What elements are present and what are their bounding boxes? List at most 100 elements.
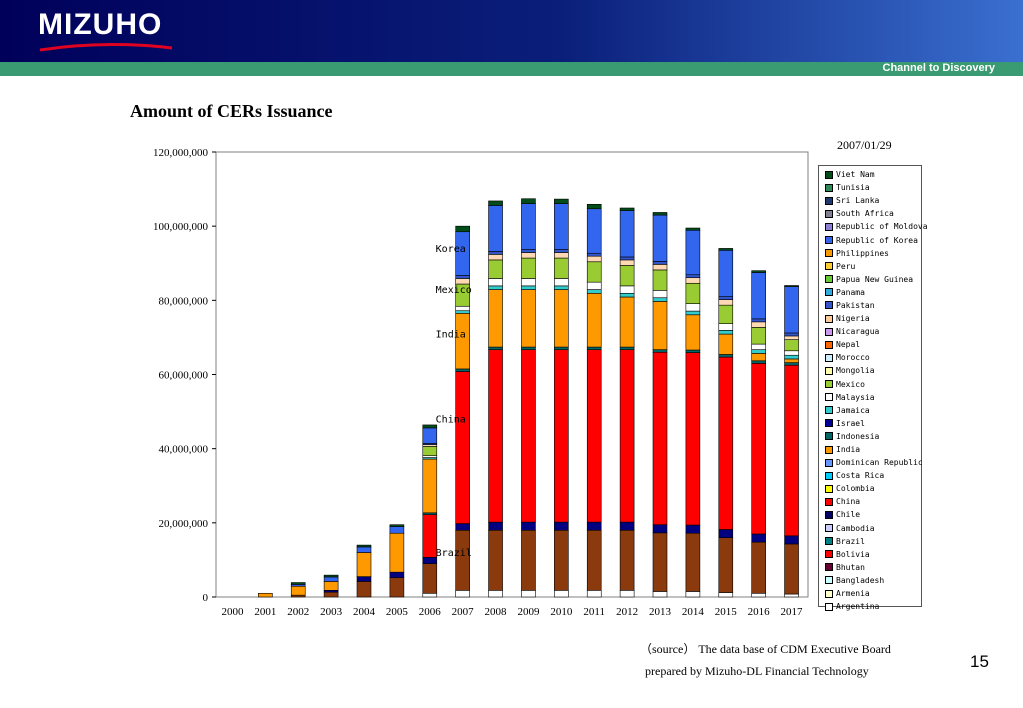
legend-item: Israel — [819, 417, 921, 430]
bar-segment — [488, 349, 503, 523]
bar-segment — [619, 590, 635, 598]
legend-label: Bolivia — [836, 549, 870, 559]
bar-segment — [488, 205, 503, 252]
x-tick-label: 2016 — [748, 606, 771, 618]
bar-segment — [751, 363, 766, 535]
legend-item: Philippines — [819, 247, 921, 260]
bar-segment — [422, 446, 438, 457]
legend-item: South Africa — [819, 207, 921, 220]
tagline: Channel to Discovery — [882, 62, 995, 74]
legend-swatch — [825, 524, 833, 533]
legend-swatch — [825, 236, 833, 245]
bar-segment — [521, 198, 536, 204]
bar-segment — [554, 257, 569, 279]
bar-segment — [751, 360, 766, 364]
bar-segment — [586, 349, 602, 523]
annotation-label: Brazil — [436, 548, 472, 559]
legend-swatch — [825, 353, 833, 362]
bar-segment — [619, 207, 635, 211]
bar-segment — [685, 227, 701, 231]
bar-segment — [389, 524, 405, 527]
bar-segment — [652, 532, 668, 592]
bar-segment — [751, 318, 766, 323]
legend-item: Indonesia — [819, 430, 921, 443]
y-tick-label: 0 — [203, 592, 209, 604]
legend-swatch — [825, 510, 833, 519]
bar-segment — [488, 259, 503, 279]
bar-segment — [652, 591, 668, 598]
legend-item: Dominican Republic — [819, 456, 923, 469]
legend-item: Chile — [819, 508, 921, 521]
bar-segment — [258, 592, 273, 598]
bar-segment — [521, 590, 536, 598]
legend-label: Argentina — [836, 602, 880, 612]
x-tick-label: 2007 — [452, 606, 475, 618]
bar-segment — [521, 285, 536, 290]
bar-segment — [488, 521, 503, 531]
bar-segment — [586, 590, 602, 598]
bar-segment — [356, 544, 372, 548]
bar-segment — [356, 576, 372, 582]
legend-item: Republic of Korea — [819, 233, 921, 246]
legend-swatch — [825, 314, 833, 323]
x-tick-label: 2011 — [583, 606, 605, 618]
bar-segment — [652, 269, 668, 291]
legend-item: Nicaragua — [819, 325, 921, 338]
bar-segment — [619, 296, 635, 348]
mizuho-logo: MIZUHO — [38, 8, 163, 41]
legend-swatch — [825, 327, 833, 336]
bar-segment — [586, 203, 602, 210]
bar-segment — [652, 261, 668, 265]
bar-segment — [290, 582, 306, 585]
legend-item: India — [819, 443, 921, 456]
legend-label: Nicaragua — [836, 327, 880, 337]
bar-segment — [619, 349, 635, 523]
legend-swatch — [825, 471, 833, 480]
legend-swatch — [825, 484, 833, 493]
x-tick-label: 2014 — [682, 606, 705, 618]
bar-segment — [323, 591, 339, 598]
legend-item: Bhutan — [819, 561, 921, 574]
legend-label: Nigeria — [836, 314, 870, 324]
bar-segment — [718, 323, 734, 331]
legend-swatch — [825, 262, 833, 271]
bar-segment — [389, 577, 405, 598]
bar-segment — [718, 333, 734, 355]
bar-segment — [586, 289, 602, 294]
bar-segment — [488, 529, 503, 591]
legend-label: Republic of Korea — [836, 235, 918, 245]
bar-segment — [619, 285, 635, 294]
bar-segment — [488, 278, 503, 287]
legend-swatch — [825, 183, 833, 192]
bar-segment — [619, 265, 635, 287]
green-band — [0, 62, 1023, 76]
legend-swatch — [825, 432, 833, 441]
legend-item: China — [819, 495, 921, 508]
bar-segment — [488, 289, 503, 348]
bar-segment — [356, 581, 372, 598]
legend-label: Viet Nam — [836, 170, 875, 180]
legend-item: Bolivia — [819, 548, 921, 561]
legend-label: China — [836, 497, 861, 507]
legend-label: Sri Lanka — [836, 196, 880, 206]
bar-segment — [751, 327, 766, 345]
x-tick-label: 2005 — [386, 606, 409, 618]
bar-segment — [619, 521, 635, 531]
bar-segment — [586, 281, 602, 290]
bar-segment — [554, 198, 569, 204]
legend-label: Tunisia — [836, 183, 870, 193]
x-tick-label: 2002 — [287, 606, 309, 618]
bar-segment — [751, 349, 766, 354]
y-tick-label: 80,000,000 — [159, 295, 209, 307]
bar-segment — [554, 349, 569, 523]
bar-segment — [554, 278, 569, 287]
legend-item: Malaysia — [819, 391, 921, 404]
chart-legend: Viet Nam Tunisia Sri Lanka South Africa Repu… — [818, 165, 928, 611]
x-tick-label: 2000 — [221, 606, 244, 618]
x-tick-label: 2006 — [419, 606, 442, 618]
legend-swatch — [825, 589, 833, 598]
legend-swatch — [825, 170, 833, 179]
bar-segment — [685, 282, 701, 304]
bar-segment — [718, 529, 734, 538]
